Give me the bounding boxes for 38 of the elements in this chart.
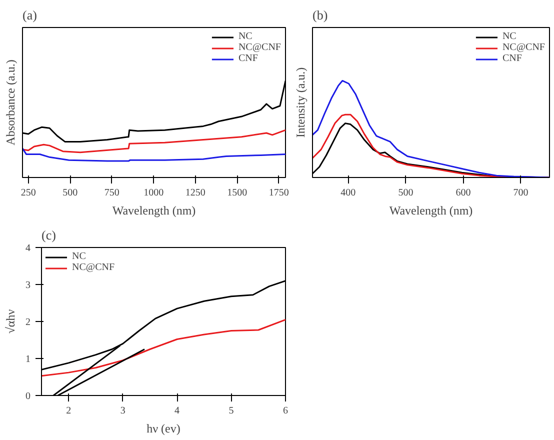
y-axis-title: Absorbance (a.u.) [4, 60, 18, 146]
legend-label: NC [72, 251, 87, 262]
x-tick-label: 600 [456, 188, 471, 198]
y-tick-label: 3 [26, 280, 30, 291]
y-tick-label: 2 [26, 317, 30, 328]
y-tick-label: 4 [26, 243, 30, 254]
x-tick-label: 4 [174, 406, 180, 416]
legend-label: NC@CNF [72, 262, 115, 273]
x-tick-label: 1750 [268, 188, 289, 198]
y-axis-title: √αhν [4, 308, 18, 334]
x-tick-label: 3 [120, 406, 126, 416]
x-tick-label: 1000 [144, 188, 164, 198]
x-axis-title: Wavelength (nm) [389, 204, 473, 218]
x-axis-title: hν (ev) [146, 422, 180, 436]
chart-title: (c) [42, 228, 56, 242]
y-axis-title: Intensity (a.u.) [294, 67, 308, 138]
x-tick-label: 750 [104, 188, 120, 198]
x-tick-label: 500 [398, 188, 414, 198]
x-tick-label: 5 [228, 406, 234, 416]
x-tick-label: 1500 [227, 188, 248, 198]
x-tick-label: 250 [20, 188, 36, 198]
x-tick-label: 6 [283, 406, 288, 416]
x-axis-title: Wavelength (nm) [112, 204, 196, 218]
x-tick-label: 500 [62, 188, 78, 198]
legend-label: CNF [502, 53, 522, 64]
legend-label: NC@CNF [238, 42, 281, 53]
legend-label: NC [238, 31, 254, 42]
legend-label: NC@CNF [502, 42, 545, 53]
chart-title: (a) [22, 8, 37, 22]
legend-label: CNF [238, 53, 258, 64]
y-tick-label: 0 [26, 391, 30, 402]
x-tick-label: 700 [513, 188, 528, 198]
chart-title: (b) [312, 8, 328, 22]
x-tick-label: 400 [340, 188, 356, 198]
legend-label: NC [502, 31, 518, 42]
y-tick-label: 1 [26, 354, 30, 365]
x-tick-label: 2 [66, 406, 72, 416]
x-tick-label: 1250 [185, 188, 206, 198]
